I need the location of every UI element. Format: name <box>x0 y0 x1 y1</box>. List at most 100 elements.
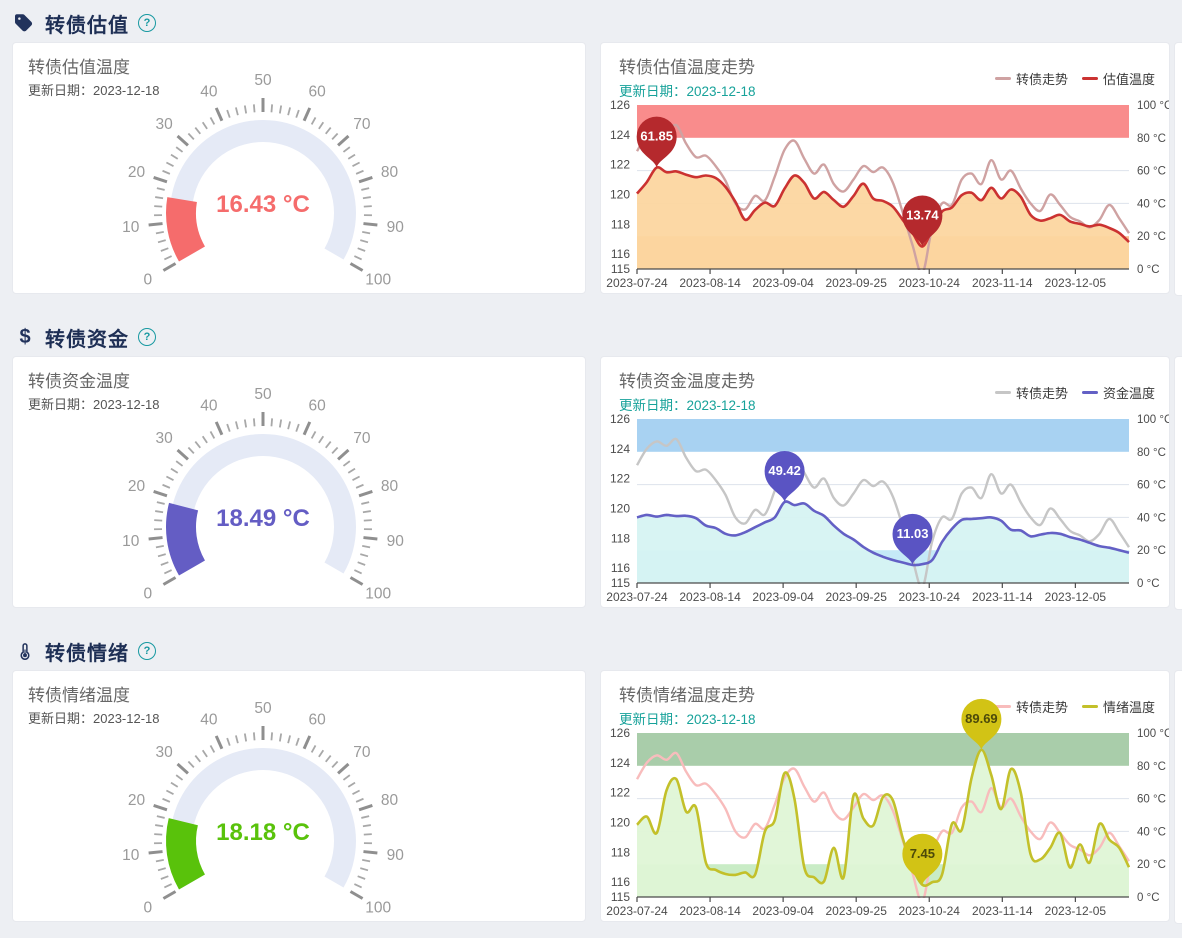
y-axis-left-label: 118 <box>611 531 630 545</box>
gauge-tick <box>226 423 231 432</box>
gauge-tick <box>347 153 356 160</box>
y-axis-right-label: 100 °C <box>1137 414 1169 426</box>
gauge-tick <box>278 419 283 428</box>
marker-pin-max: 61.85 <box>636 116 677 168</box>
legend-item[interactable]: 转债走势 <box>994 383 1068 402</box>
gauge-tick <box>363 536 378 541</box>
gauge-tick-label: 20 <box>128 164 146 181</box>
gauge-tick <box>270 418 274 427</box>
gauge-tick <box>337 448 350 461</box>
gauge-tick <box>187 760 195 768</box>
gauge-tick-label: 90 <box>387 847 405 864</box>
pin-shape <box>636 116 677 168</box>
gauge-tick <box>361 815 370 819</box>
y-axis-right-label: 60 °C <box>1137 480 1166 492</box>
y-axis-left-label: 126 <box>610 726 630 740</box>
gauge-tick <box>162 890 177 900</box>
gauge-progress <box>166 197 205 262</box>
gauge-tick <box>349 890 364 900</box>
threshold-band <box>637 733 1129 766</box>
y-axis-left-label: 122 <box>610 158 630 172</box>
section-capital: $ 转债资金 ? 转债资金温度 更新日期：2023-12-18 0 10 20 30 4… <box>0 322 1182 622</box>
gauge-tick <box>310 117 317 125</box>
gauge-tick <box>358 804 373 812</box>
gauge-tick <box>187 446 195 454</box>
chart-legend: 转债走势 资金温度 <box>994 383 1155 402</box>
gauge-tick <box>337 762 350 775</box>
gauge-tick <box>194 755 201 763</box>
gauge-tick <box>214 735 224 750</box>
gauge-tick-label: 70 <box>353 430 371 447</box>
gauge-tick <box>209 745 216 753</box>
gauge-tick <box>278 733 283 742</box>
gauge-tick <box>362 196 371 200</box>
help-icon[interactable]: ? <box>138 642 156 660</box>
gauge-tick <box>357 875 366 880</box>
help-icon[interactable]: ? <box>138 14 156 32</box>
gauge-tick <box>170 467 179 474</box>
next-card-sliver <box>1174 42 1182 296</box>
legend-dash-icon <box>1081 390 1098 395</box>
gauge-title: 转债资金温度 <box>28 372 130 391</box>
x-axis-label: 2023-09-04 <box>752 590 814 604</box>
marker-pin-min: 7.45 <box>902 833 943 885</box>
legend-item[interactable]: 转债走势 <box>994 69 1068 88</box>
gauge-tick <box>162 262 177 272</box>
y-axis-right-label: 20 °C <box>1137 859 1166 871</box>
chart-update-date: 更新日期：2023-12-18 <box>619 84 756 99</box>
gauge-tick <box>214 421 224 436</box>
chart-legend: 转债走势 估值温度 <box>994 69 1155 88</box>
gauge-tick <box>155 231 164 235</box>
gauge-tick <box>155 196 164 200</box>
gauge-tick <box>157 239 166 244</box>
legend-item[interactable]: 情绪温度 <box>1081 697 1155 716</box>
legend-item[interactable]: 转债走势 <box>994 697 1068 716</box>
gauge-tick <box>148 850 163 855</box>
gauge-tick-label: 10 <box>122 533 140 550</box>
gauge-tick <box>148 222 163 227</box>
gauge-tick-label: 30 <box>156 430 174 447</box>
gauge-tick <box>235 735 239 744</box>
gauge-tick <box>157 553 166 558</box>
gauge-tick <box>153 804 168 812</box>
pin-label: 89.69 <box>965 711 998 726</box>
gauge-tick <box>302 421 312 436</box>
y-axis-left-label: 116 <box>611 875 630 889</box>
legend-item[interactable]: 估值温度 <box>1081 69 1155 88</box>
chart-update-date: 更新日期：2023-12-18 <box>619 398 756 413</box>
gauge-tick <box>352 475 361 482</box>
x-axis-label: 2023-11-14 <box>972 904 1033 918</box>
gauge-tick <box>278 105 283 114</box>
chart-title: 转债情绪温度走势 <box>619 686 755 705</box>
gauge-tick <box>354 883 363 889</box>
gauge-tick <box>162 483 171 489</box>
valuation-gauge: 0 10 20 30 40 50 60 70 80 90 100 16.43 °C <box>122 72 404 289</box>
gauge-tick <box>154 519 163 522</box>
y-axis-right-label: 20 °C <box>1137 231 1166 243</box>
legend-label: 资金温度 <box>1102 386 1155 401</box>
thermometer-icon <box>14 640 36 662</box>
gauge-tick-label: 60 <box>308 83 326 100</box>
gauge-tick <box>163 883 172 889</box>
gauge-tick <box>148 536 163 541</box>
next-card-sliver <box>1174 670 1182 924</box>
gauge-tick <box>287 735 291 744</box>
gauge-tick <box>160 875 169 880</box>
gauge-tick <box>325 441 332 449</box>
gauge-tick-label: 100 <box>365 272 391 289</box>
gauge-progress <box>166 502 205 576</box>
gauge-tick <box>252 732 256 741</box>
y-axis-left-label: 115 <box>611 576 630 590</box>
help-icon[interactable]: ? <box>138 328 156 346</box>
gauge-tick-label: 50 <box>254 386 272 403</box>
legend-dash-icon <box>1081 76 1098 81</box>
gauge-tick-label: 100 <box>365 900 391 917</box>
gauge-tick <box>175 460 184 467</box>
legend-label: 转债走势 <box>1015 386 1068 401</box>
legend-item[interactable]: 资金温度 <box>1081 383 1155 402</box>
pin-label: 61.85 <box>640 129 673 144</box>
x-axis-label: 2023-12-05 <box>1045 276 1107 290</box>
gauge-tick-label: 70 <box>353 744 371 761</box>
gauge-tick <box>362 231 371 235</box>
y-axis-right-label: 40 °C <box>1137 512 1166 524</box>
